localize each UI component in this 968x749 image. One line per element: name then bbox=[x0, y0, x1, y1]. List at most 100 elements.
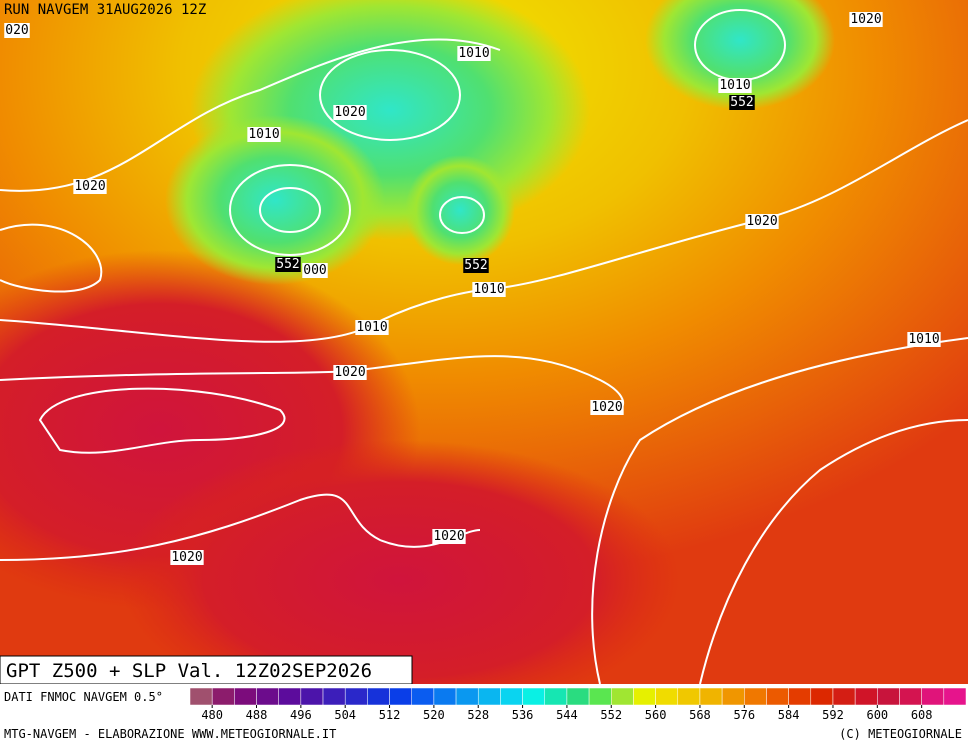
label-box bbox=[457, 46, 491, 61]
label-box bbox=[355, 320, 389, 335]
copyright: (C) METEOGIORNALE bbox=[839, 727, 962, 741]
color-swatch bbox=[744, 687, 767, 706]
tick-label: 600 bbox=[866, 708, 888, 722]
isobars bbox=[0, 9, 968, 685]
tick-label: 560 bbox=[645, 708, 667, 722]
color-swatch bbox=[433, 687, 457, 706]
color-swatch bbox=[921, 687, 945, 706]
isobar-label-layer: 020 1010 1020 1020 1010 552 1010 1020 1020 552 000… bbox=[4, 12, 941, 565]
isobar-label: 1010 bbox=[458, 46, 489, 61]
color-swatch bbox=[633, 687, 656, 706]
color-swatch bbox=[211, 687, 235, 706]
color-swatch bbox=[566, 687, 590, 706]
color-swatch bbox=[256, 687, 279, 706]
label-box bbox=[170, 550, 204, 565]
credits: MTG-NAVGEM - ELABORAZIONE WWW.METEOGIORN… bbox=[4, 727, 336, 741]
colorbar: 480 488 496 504 512 520 528 536 544 552 560 568 576 5… bbox=[189, 687, 967, 722]
tick-label: 544 bbox=[556, 708, 578, 722]
isobar-label: 1010 bbox=[356, 320, 387, 335]
isobar-label: 020 bbox=[5, 23, 28, 38]
color-swatch bbox=[788, 687, 812, 706]
color-swatch bbox=[367, 687, 390, 706]
label-box bbox=[472, 282, 506, 297]
tick-label: 512 bbox=[379, 708, 401, 722]
isobar-label: 1020 bbox=[591, 400, 622, 415]
label-box bbox=[718, 78, 752, 93]
color-swatch bbox=[344, 687, 368, 706]
label-box bbox=[463, 258, 489, 273]
tick-label: 576 bbox=[733, 708, 755, 722]
tick-label: 552 bbox=[600, 708, 622, 722]
caption: GPT Z500 + SLP Val. 12Z02SEP2026 bbox=[6, 660, 372, 682]
tick-label: 480 bbox=[201, 708, 223, 722]
tick-label: 488 bbox=[246, 708, 268, 722]
isobar-label: 1020 bbox=[334, 105, 365, 120]
color-swatch bbox=[943, 687, 967, 706]
tick-label: 536 bbox=[512, 708, 534, 722]
tick-label: 504 bbox=[334, 708, 356, 722]
label-box bbox=[849, 12, 883, 27]
color-swatch bbox=[300, 687, 324, 706]
isobar-label: 1020 bbox=[850, 12, 881, 27]
isobar-label: 000 bbox=[303, 263, 326, 278]
color-swatch bbox=[899, 687, 922, 706]
color-swatch bbox=[477, 687, 501, 706]
color-swatch bbox=[455, 687, 479, 706]
color-swatch bbox=[721, 687, 745, 706]
isobar-label: 1010 bbox=[908, 332, 939, 347]
height-label: 552 bbox=[730, 95, 753, 110]
map-field bbox=[0, 0, 968, 720]
label-box bbox=[302, 263, 328, 278]
color-swatch bbox=[699, 687, 723, 706]
tick-label: 592 bbox=[822, 708, 844, 722]
color-swatch bbox=[766, 687, 789, 706]
isobar-label: 1020 bbox=[433, 529, 464, 544]
tick-label: 568 bbox=[689, 708, 711, 722]
color-swatch bbox=[278, 687, 302, 706]
color-swatch bbox=[322, 687, 346, 706]
color-swatch bbox=[522, 687, 545, 706]
isobar-label: 1010 bbox=[248, 127, 279, 142]
isobar-label: 1020 bbox=[74, 179, 105, 194]
label-box bbox=[729, 95, 755, 110]
color-swatch bbox=[832, 687, 856, 706]
label-box bbox=[745, 214, 779, 229]
color-swatch bbox=[810, 687, 834, 706]
label-box bbox=[590, 400, 624, 415]
isobar-label: 1020 bbox=[334, 365, 365, 380]
label-box bbox=[333, 365, 367, 380]
label-box bbox=[73, 179, 107, 194]
label-box bbox=[275, 257, 301, 272]
color-swatch bbox=[189, 687, 213, 706]
color-swatch bbox=[234, 687, 257, 706]
color-swatch bbox=[611, 687, 634, 706]
tick-label: 584 bbox=[778, 708, 800, 722]
label-box bbox=[432, 529, 466, 544]
color-swatch bbox=[389, 687, 412, 706]
height-label: 552 bbox=[276, 257, 299, 272]
color-swatch bbox=[411, 687, 435, 706]
isobar-label: 1020 bbox=[171, 550, 202, 565]
tick-label: 528 bbox=[467, 708, 489, 722]
color-swatch bbox=[588, 687, 612, 706]
tick-label: 608 bbox=[911, 708, 933, 722]
color-swatch bbox=[854, 687, 878, 706]
color-swatch bbox=[677, 687, 701, 706]
color-swatch bbox=[877, 687, 900, 706]
label-box bbox=[333, 105, 367, 120]
tick-label: 496 bbox=[290, 708, 312, 722]
isobar-label: 1010 bbox=[719, 78, 750, 93]
color-swatch bbox=[655, 687, 679, 706]
isobar-label: 1020 bbox=[746, 214, 777, 229]
tick-label: 520 bbox=[423, 708, 445, 722]
color-swatch bbox=[500, 687, 523, 706]
isobar-label: 1010 bbox=[473, 282, 504, 297]
label-box bbox=[907, 332, 941, 347]
color-swatch bbox=[544, 687, 568, 706]
run-title: RUN NAVGEM 31AUG2026 12Z bbox=[4, 2, 206, 18]
data-source: DATI FNMOC NAVGEM 0.5° bbox=[4, 690, 163, 704]
height-label: 552 bbox=[464, 258, 487, 273]
label-box bbox=[247, 127, 281, 142]
